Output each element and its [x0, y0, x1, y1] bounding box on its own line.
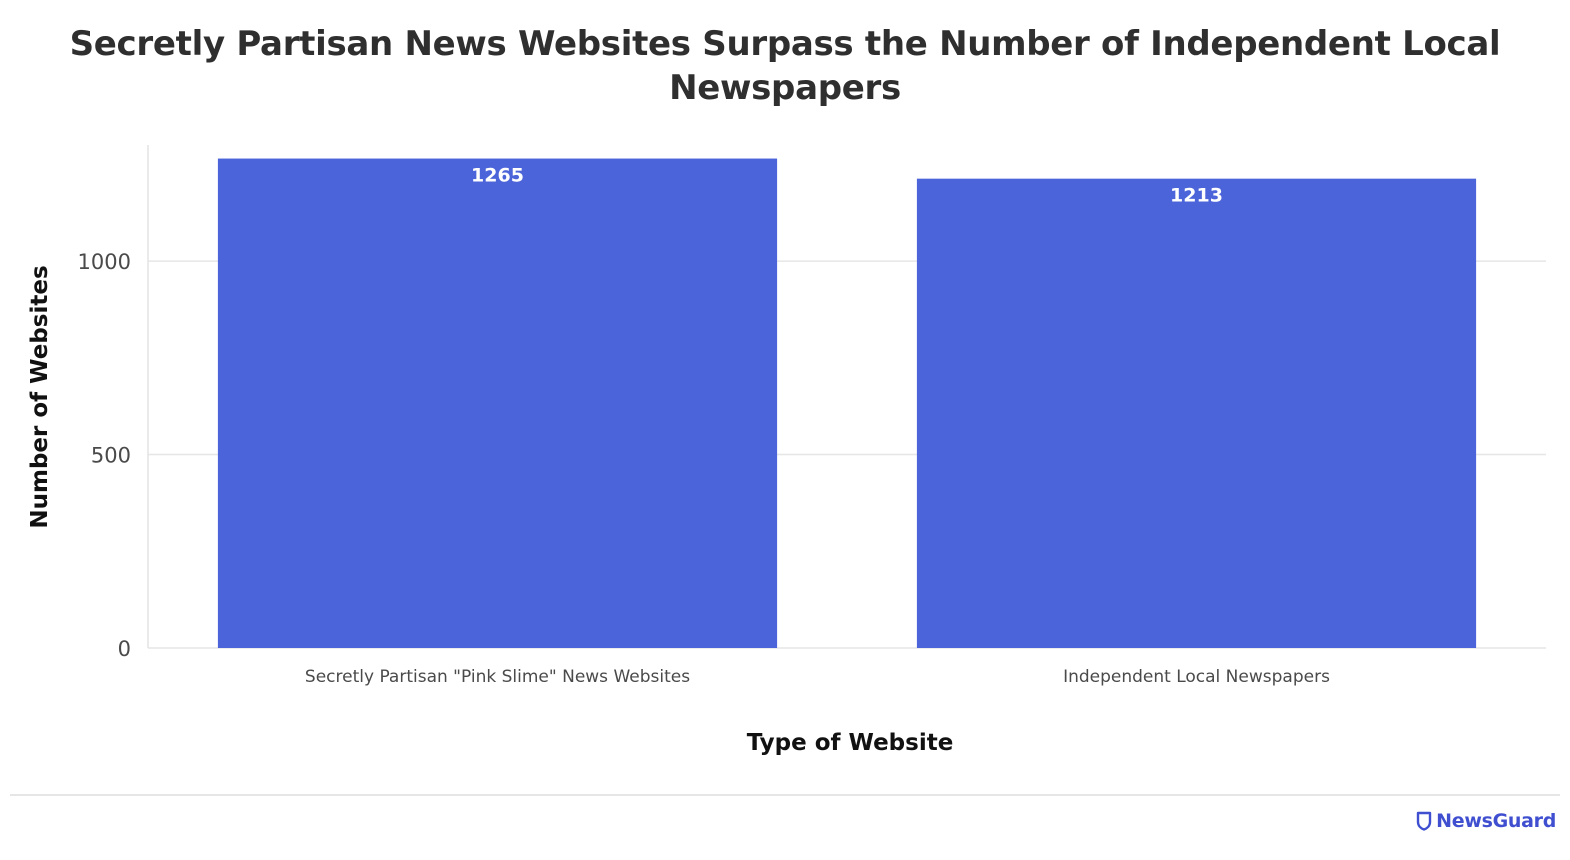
bars: 1265 1213 [217, 158, 1477, 649]
y-tick-label: 1000 [78, 250, 131, 274]
y-tick-label: 500 [91, 444, 131, 468]
x-category-label: Secretly Partisan "Pink Slime" News Webs… [305, 667, 690, 687]
chart-title: Secretly Partisan News Websites Surpass … [69, 24, 1501, 108]
bar [217, 158, 778, 649]
y-axis-title: Number of Websites [27, 265, 53, 528]
shield-icon [1416, 811, 1432, 831]
newsguard-logo: NewsGuard [1416, 810, 1556, 832]
bar-chart: 0 500 1000 1265 1213 Secretly Partisan "Pin… [27, 145, 1546, 756]
category-labels: Secretly Partisan "Pink Slime" News Webs… [305, 667, 1330, 687]
footer-divider [10, 794, 1560, 796]
x-axis-title: Type of Website [747, 730, 954, 756]
bar-data-label: 1265 [471, 165, 524, 187]
y-tick-label: 0 [118, 637, 131, 661]
bar [916, 178, 1477, 649]
y-ticks: 0 500 1000 [78, 250, 131, 661]
bar-data-label: 1213 [1170, 185, 1223, 207]
brand-name: NewsGuard [1436, 810, 1556, 832]
x-category-label: Independent Local Newspapers [1063, 667, 1330, 687]
